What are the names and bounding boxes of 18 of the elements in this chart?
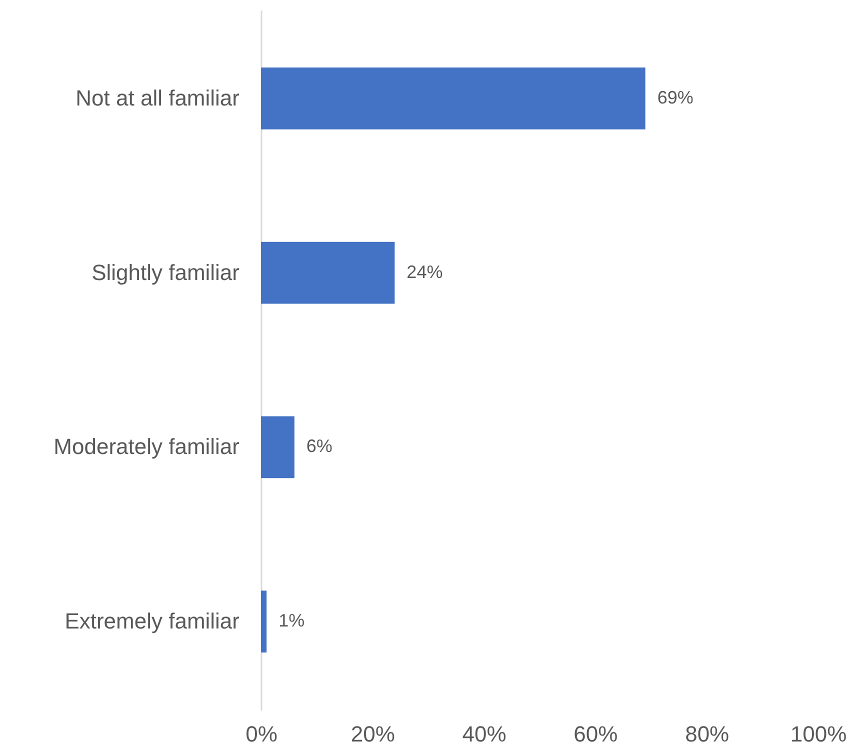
bar [261, 416, 294, 478]
data-label: 6% [306, 436, 332, 456]
x-tick-label: 100% [790, 722, 847, 746]
bar [261, 590, 267, 652]
x-tick-label: 80% [685, 722, 730, 746]
y-tick-label: Moderately familiar [54, 434, 240, 460]
x-tick-label: 20% [350, 722, 395, 746]
bar [261, 68, 646, 130]
bar [261, 242, 395, 304]
y-tick-label: Slightly familiar [92, 260, 240, 285]
x-tick-label: 60% [574, 722, 618, 746]
data-label: 69% [657, 87, 694, 108]
x-tick-label: 0% [246, 722, 278, 746]
y-tick-label: Not at all familiar [76, 85, 240, 110]
data-label: 24% [406, 262, 443, 282]
x-tick-label: 40% [462, 722, 506, 746]
data-label: 1% [278, 610, 305, 631]
y-tick-label: Extremely familiar [64, 608, 240, 634]
